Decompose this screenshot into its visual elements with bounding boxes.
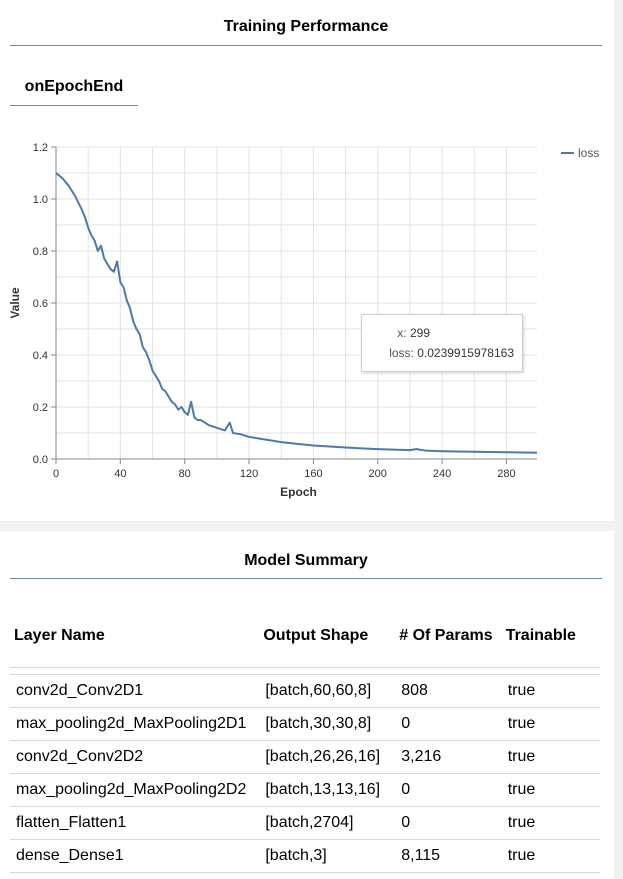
y-tick-label: 0.2 <box>33 402 48 414</box>
x-tick-label: 0 <box>53 468 59 480</box>
table-row: dense_Dense1 [batch,3] 8,115 true <box>10 840 600 873</box>
x-tick-label: 40 <box>114 468 126 480</box>
header-trainable: Trainable <box>501 605 600 668</box>
x-tick-label: 280 <box>497 468 515 480</box>
x-axis-label: Epoch <box>280 485 317 499</box>
header-separator <box>10 668 600 675</box>
output-shape-cell: [batch,3] <box>259 840 396 873</box>
title-divider <box>10 45 602 46</box>
y-tick-label: 1.0 <box>33 194 48 206</box>
layer-name-cell: flatten_Flatten1 <box>10 807 260 840</box>
params-cell: 3,216 <box>395 741 502 774</box>
loss-series-line <box>55 172 538 454</box>
table-row: conv2d_Conv2D2 [batch,26,26,16] 3,216 tr… <box>10 741 600 774</box>
model-summary-panel: Model Summary Layer Name Output Shape # … <box>0 531 614 879</box>
layer-name-cell: max_pooling2d_MaxPooling2D2 <box>10 774 260 807</box>
layer-name-cell: conv2d_Conv2D2 <box>10 741 260 774</box>
params-cell: 0 <box>395 774 502 807</box>
chart-tooltip: x: 299 loss: 0.0239915978163 <box>361 314 523 372</box>
trainable-cell: true <box>501 774 600 807</box>
output-shape-cell: [batch,26,26,16] <box>259 741 396 774</box>
table-row: conv2d_Conv2D1 [batch,60,60,8] 808 true <box>10 675 600 708</box>
loss-chart[interactable]: 0.0 0.2 0.4 0.6 0.8 1.0 1.2 0 40 80 120 160 200 240 28… <box>0 130 614 510</box>
output-shape-cell: [batch,13,13,16] <box>259 774 396 807</box>
tab-underline <box>10 105 138 106</box>
layer-name-cell: dense_Dense1 <box>10 840 260 873</box>
output-shape-cell: [batch,2704] <box>259 807 396 840</box>
trainable-cell: true <box>501 708 600 741</box>
params-cell: 0 <box>395 708 502 741</box>
model-summary-table: Layer Name Output Shape # Of Params Trai… <box>10 605 600 873</box>
summary-header-row: Layer Name Output Shape # Of Params Trai… <box>10 605 600 668</box>
trainable-cell: true <box>501 675 600 708</box>
table-row: flatten_Flatten1 [batch,2704] 0 true <box>10 807 600 840</box>
header-num-params: # Of Params <box>395 605 502 668</box>
params-cell: 808 <box>395 675 502 708</box>
tooltip-x-label: x: <box>397 326 407 340</box>
table-row: max_pooling2d_MaxPooling2D1 [batch,30,30… <box>10 708 600 741</box>
table-row: max_pooling2d_MaxPooling2D2 [batch,13,13… <box>10 774 600 807</box>
tooltip-loss-value: 0.0239915978163 <box>417 346 514 360</box>
x-tick-label: 160 <box>304 468 322 480</box>
training-performance-panel: Training Performance onEpochEnd 0.0 0.2 0.… <box>0 0 614 521</box>
y-tick-label: 0.0 <box>33 454 48 466</box>
model-summary-title: Model Summary <box>244 552 368 569</box>
tooltip-loss-label: loss: <box>389 346 414 360</box>
x-tick-label: 80 <box>179 468 191 480</box>
x-tick-label: 120 <box>240 468 258 480</box>
params-cell: 0 <box>395 807 502 840</box>
output-shape-cell: [batch,30,30,8] <box>259 708 396 741</box>
trainable-cell: true <box>501 840 600 873</box>
y-axis-label: Value <box>8 287 22 319</box>
y-tick-label: 1.2 <box>33 142 48 154</box>
tooltip-x-value: 299 <box>409 326 430 340</box>
output-shape-cell: [batch,60,60,8] <box>259 675 396 708</box>
summary-title-divider <box>10 578 602 579</box>
legend-label: loss <box>578 146 599 160</box>
layer-name-cell: max_pooling2d_MaxPooling2D1 <box>10 708 260 741</box>
training-performance-title: Training Performance <box>223 18 389 35</box>
params-cell: 8,115 <box>395 840 502 873</box>
tab-onepochend[interactable]: onEpochEnd <box>24 78 124 95</box>
x-tick-label: 200 <box>369 468 387 480</box>
trainable-cell: true <box>501 741 600 774</box>
y-tick-label: 0.8 <box>33 246 48 258</box>
layer-name-cell: conv2d_Conv2D1 <box>10 675 260 708</box>
x-tick-label: 240 <box>433 468 451 480</box>
trainable-cell: true <box>501 807 600 840</box>
y-tick-label: 0.4 <box>33 350 48 362</box>
y-tick-label: 0.6 <box>33 298 48 310</box>
header-layer-name: Layer Name <box>10 605 260 668</box>
header-output-shape: Output Shape <box>259 605 396 668</box>
